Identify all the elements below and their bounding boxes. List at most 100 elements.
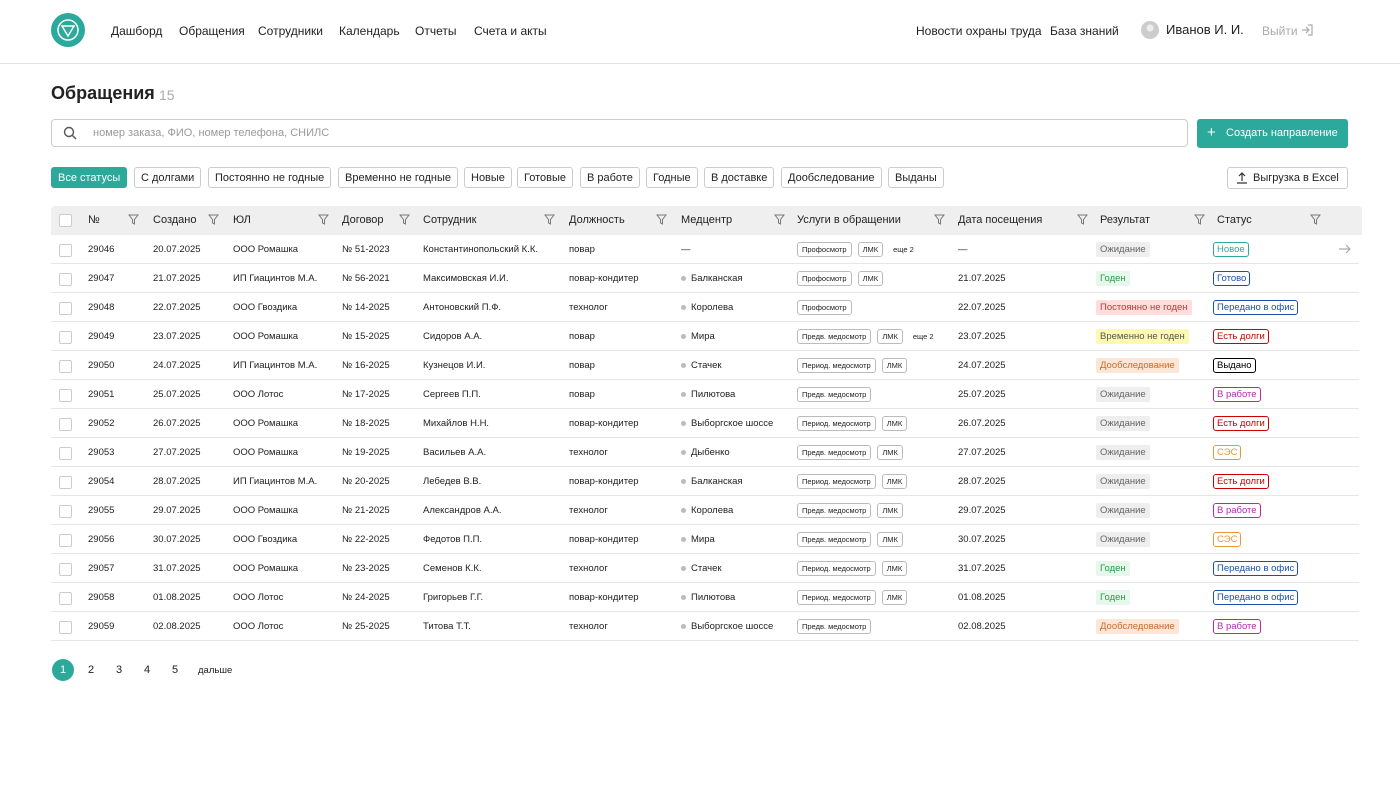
filter-chip[interactable]: Новые bbox=[464, 167, 512, 188]
logout-icon[interactable] bbox=[1300, 23, 1314, 37]
checkbox[interactable] bbox=[59, 592, 72, 605]
cell-position: повар-кондитер bbox=[569, 418, 639, 429]
cell-position: технолог bbox=[569, 302, 608, 313]
service-tag: ЛМК bbox=[857, 271, 884, 286]
result-cell: Годен bbox=[1096, 561, 1130, 576]
filter-icon bbox=[1310, 214, 1321, 225]
page-button[interactable]: 4 bbox=[143, 664, 151, 676]
filter-chip[interactable]: Все статусы bbox=[51, 167, 128, 188]
result-badge: Ожидание bbox=[1096, 503, 1150, 518]
create-button[interactable] bbox=[1197, 119, 1348, 148]
table-row[interactable] bbox=[51, 293, 1359, 322]
nav-link[interactable]: Новости охраны труда bbox=[916, 24, 1042, 38]
checkbox[interactable] bbox=[59, 244, 72, 257]
nav-item[interactable]: Отчеты bbox=[415, 24, 457, 38]
more[interactable]: еще 2 bbox=[912, 332, 934, 341]
cell-center: Мира bbox=[691, 331, 715, 342]
page-button[interactable]: 2 bbox=[87, 664, 95, 676]
filter-chip[interactable]: Готовые bbox=[517, 167, 573, 188]
nav-item[interactable]: Счета и акты bbox=[474, 24, 547, 38]
table-row[interactable] bbox=[51, 467, 1359, 496]
service-tag: Профосмотр bbox=[797, 242, 852, 257]
checkbox[interactable] bbox=[59, 302, 72, 315]
status-badge: Новое bbox=[1213, 242, 1249, 257]
table-row[interactable] bbox=[51, 322, 1359, 351]
table-row[interactable] bbox=[51, 380, 1359, 409]
table-row[interactable] bbox=[51, 583, 1359, 612]
table-row[interactable] bbox=[51, 409, 1359, 438]
nav-item[interactable]: Сотрудники bbox=[258, 24, 323, 38]
logo[interactable] bbox=[51, 13, 85, 47]
search-box[interactable] bbox=[51, 119, 1188, 147]
nav-link[interactable]: База знаний bbox=[1050, 24, 1119, 38]
checkbox[interactable] bbox=[59, 621, 72, 634]
filter-chip[interactable]: Годные bbox=[646, 167, 698, 188]
service-tag: Предв. медосмотр bbox=[797, 532, 872, 547]
export-button[interactable] bbox=[1227, 167, 1348, 189]
table-row[interactable] bbox=[51, 264, 1359, 293]
service-tag: ЛМК bbox=[881, 416, 908, 431]
result-badge: Дообследование bbox=[1096, 358, 1179, 373]
filter-chip[interactable]: С долгами bbox=[134, 167, 202, 188]
filter-icon bbox=[1194, 214, 1205, 225]
table-row[interactable] bbox=[51, 438, 1359, 467]
nav-item[interactable]: Дашборд bbox=[111, 24, 163, 38]
filter-chip[interactable]: В работе bbox=[580, 167, 640, 188]
filter-chip[interactable]: Постоянно не годные bbox=[208, 167, 332, 188]
filter-chip[interactable]: Временно не годные bbox=[338, 167, 458, 188]
cell-center: Выборгское шоссе bbox=[691, 418, 774, 429]
table-row[interactable] bbox=[51, 496, 1359, 525]
table-row[interactable] bbox=[51, 351, 1359, 380]
table-row[interactable] bbox=[51, 235, 1359, 264]
column-header: Должность bbox=[569, 214, 625, 226]
status-badge: В работе bbox=[1213, 619, 1261, 634]
filter-chip[interactable]: В доставке bbox=[704, 167, 775, 188]
column-header: Сотрудник bbox=[423, 214, 477, 226]
logout[interactable]: Выйти bbox=[1262, 24, 1298, 38]
page-button[interactable]: 3 bbox=[115, 664, 123, 676]
cell-created: 27.07.2025 bbox=[153, 447, 201, 458]
cell-employee: Григорьев Г.Г. bbox=[423, 592, 484, 603]
checkbox[interactable] bbox=[59, 418, 72, 431]
user-name[interactable]: Иванов И. И. bbox=[1166, 22, 1244, 37]
result-cell: Ожидание bbox=[1096, 242, 1150, 257]
table-row[interactable] bbox=[51, 525, 1359, 554]
nav-item[interactable]: Календарь bbox=[339, 24, 400, 38]
result-badge: Временно не годен bbox=[1096, 329, 1189, 344]
more[interactable]: еще 2 bbox=[893, 245, 914, 254]
service-tag: Период. медосмотр bbox=[797, 561, 876, 576]
checkbox[interactable] bbox=[59, 534, 72, 547]
services: Предв. медосмотр ЛМК bbox=[797, 532, 909, 547]
table-row[interactable] bbox=[51, 612, 1359, 641]
service-tag: Период. медосмотр bbox=[797, 474, 876, 489]
avatar[interactable] bbox=[1141, 21, 1159, 39]
services: Профосмотр ЛМК еще 2 bbox=[797, 242, 924, 257]
service-tag: Профосмотр bbox=[797, 271, 852, 286]
next-page[interactable]: дальше bbox=[198, 665, 233, 676]
page-button[interactable]: 1 bbox=[52, 659, 74, 681]
status-dot bbox=[681, 421, 686, 426]
checkbox[interactable] bbox=[59, 476, 72, 489]
service-tag: ЛМК bbox=[881, 474, 908, 489]
cell-id: 29059 bbox=[88, 621, 115, 632]
result-badge: Ожидание bbox=[1096, 387, 1150, 402]
page-button[interactable]: 5 bbox=[171, 664, 179, 676]
status-dot bbox=[681, 392, 686, 397]
checkbox[interactable] bbox=[59, 563, 72, 576]
filter-chip[interactable]: Дообследование bbox=[781, 167, 882, 188]
cell-visit: 28.07.2025 bbox=[958, 476, 1006, 487]
status-dot bbox=[681, 479, 686, 484]
checkbox[interactable] bbox=[59, 214, 72, 227]
checkbox[interactable] bbox=[59, 360, 72, 373]
checkbox[interactable] bbox=[59, 389, 72, 402]
filter-chip[interactable]: Выданы bbox=[888, 167, 944, 188]
cell-employee: Антоновский П.Ф. bbox=[423, 302, 502, 313]
nav-item[interactable]: Обращения bbox=[179, 24, 245, 38]
checkbox[interactable] bbox=[59, 505, 72, 518]
checkbox[interactable] bbox=[59, 273, 72, 286]
checkbox[interactable] bbox=[59, 447, 72, 460]
cell-center: Выборгское шоссе bbox=[691, 621, 774, 632]
table-row[interactable] bbox=[51, 554, 1359, 583]
checkbox[interactable] bbox=[59, 331, 72, 344]
cell-employee: Сидоров А.А. bbox=[423, 331, 483, 342]
